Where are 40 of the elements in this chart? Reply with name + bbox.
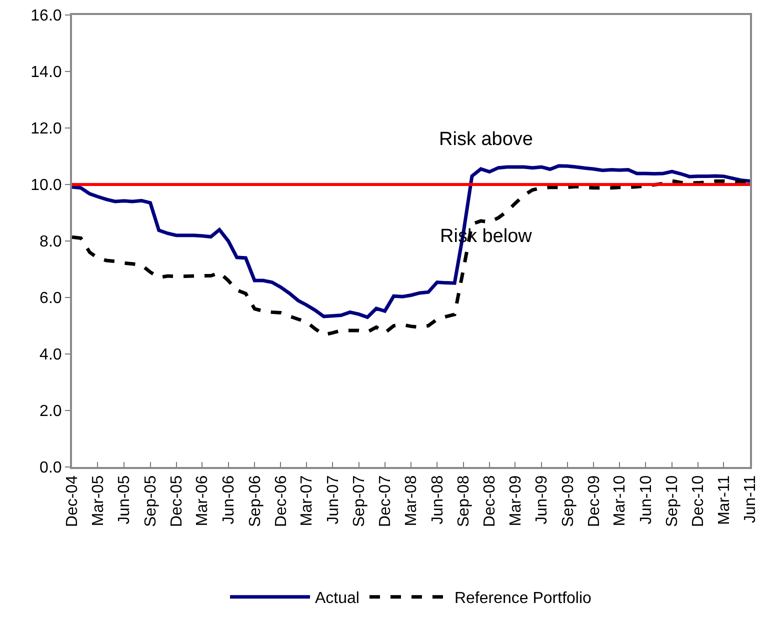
annotation: Risk above — [439, 129, 533, 150]
x-tick-label: Mar-11 — [716, 475, 733, 525]
x-tick-label: Sep-07 — [351, 475, 368, 527]
legend-label: Actual — [315, 590, 360, 608]
x-tick-label: Dec-10 — [690, 475, 708, 527]
x-tick-label: Jun-10 — [638, 475, 655, 524]
x-tick-label: Dec-08 — [482, 475, 499, 527]
line-series — [72, 164, 750, 320]
x-tick-label: Mar-05 — [90, 475, 107, 526]
x-tick-label: Jun-08 — [429, 475, 446, 524]
y-tick-label: 0.0 — [40, 460, 62, 477]
x-tick-label: Sep-09 — [560, 475, 577, 527]
x-tick-label: Sep-08 — [456, 475, 473, 527]
x-tick-label: Jun-11 — [742, 475, 760, 524]
y-tick-label: 6.0 — [40, 290, 62, 308]
x-tick-label: Mar-07 — [298, 475, 316, 526]
y-tick-label: 14.0 — [30, 64, 62, 82]
x-tick-label: Mar-10 — [612, 475, 629, 526]
x-tick-label: Jun-09 — [534, 475, 551, 524]
x-tick-label: Sep-10 — [664, 475, 682, 527]
x-tick-label: Sep-05 — [142, 475, 160, 527]
x-tick-label: Dec-04 — [64, 475, 82, 527]
y-tick-label: 16.0 — [30, 8, 62, 25]
x-tick-label: Dec-09 — [586, 475, 603, 527]
x-tick-label: Jun-07 — [324, 475, 342, 524]
x-tick-label: Dec-06 — [272, 475, 290, 527]
x-tick-label: Dec-05 — [168, 475, 186, 527]
x-tick-label: Sep-06 — [246, 475, 264, 527]
y-tick-label: 8.0 — [40, 234, 62, 251]
y-tick-label: 12.0 — [30, 120, 62, 138]
x-tick-label: Dec-07 — [377, 475, 394, 527]
x-tick-label: Jun-06 — [220, 475, 238, 524]
legend-label: Reference Portfolio — [454, 590, 592, 608]
x-tick-label: Jun-05 — [116, 475, 134, 524]
y-tick-label: 4.0 — [40, 346, 62, 364]
y-tick-label: 10.0 — [30, 177, 62, 194]
x-tick-label: Mar-08 — [403, 475, 420, 526]
x-tick-label: Mar-09 — [507, 475, 524, 526]
y-tick-label: 2.0 — [40, 403, 62, 420]
x-tick-label: Mar-06 — [194, 475, 212, 526]
